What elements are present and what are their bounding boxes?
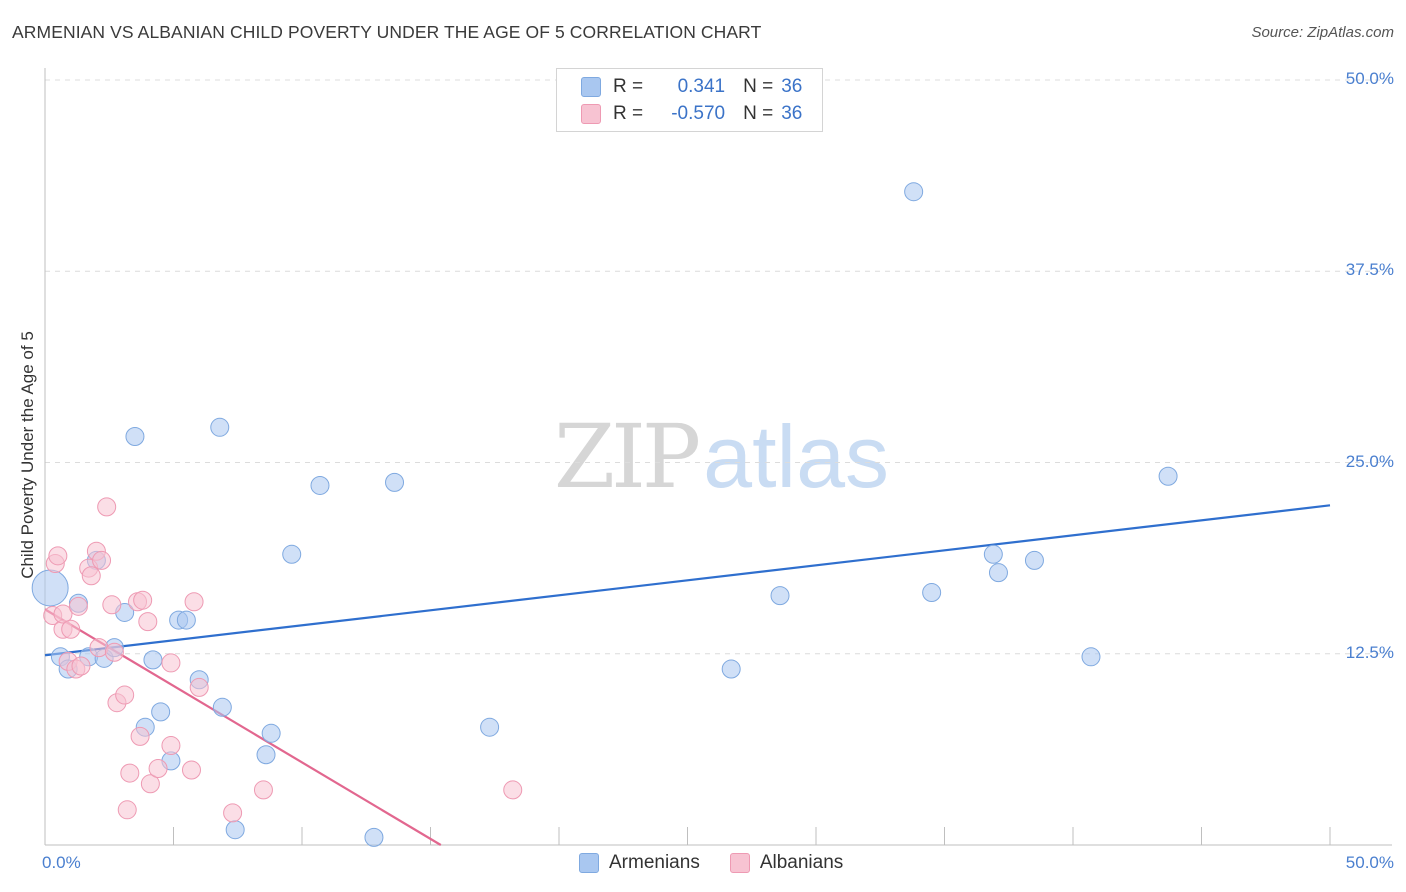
x-tick-label-min: 0.0% — [42, 853, 81, 872]
albanians-point-32 — [189, 677, 209, 697]
armenians-point-15 — [176, 610, 196, 630]
albanians-point-2 — [48, 546, 68, 566]
armenians-point-26 — [480, 717, 500, 737]
albanians-swatch — [581, 104, 601, 124]
y-tick-label-2: 37.5% — [1345, 260, 1394, 280]
n-label: N = — [743, 76, 774, 97]
albanians-point-33 — [223, 803, 243, 823]
armenians-point-21 — [261, 723, 281, 743]
n-label: N = — [743, 103, 774, 124]
armenians-point-28 — [770, 586, 790, 606]
albanians-point-29 — [161, 736, 181, 756]
legend-row-albanians: R = -0.570 N = 36 — [581, 102, 802, 126]
legend-row-armenians: R = 0.341 N = 36 — [581, 75, 802, 99]
watermark-zip: ZIP — [554, 405, 701, 508]
albanians-point-26 — [140, 774, 160, 794]
trend-lines — [44, 504, 1331, 846]
albanians-point-17 — [104, 642, 124, 662]
albanians-point-8 — [68, 596, 88, 616]
r-value-albanians: -0.570 — [671, 103, 726, 124]
armenians-point-22 — [282, 544, 302, 564]
armenians-point-25 — [385, 472, 405, 492]
armenians-swatch — [581, 77, 601, 97]
albanians-point-24 — [133, 590, 153, 610]
albanians-point-21 — [120, 763, 140, 783]
albanians-point-25 — [138, 612, 158, 632]
albanians-point-16 — [102, 595, 122, 615]
albanians-point-20 — [117, 800, 137, 820]
armenians-point-11 — [143, 650, 163, 670]
armenians-point-17 — [210, 417, 230, 437]
armenians-trend-line — [44, 504, 1331, 657]
albanians-point-23 — [130, 726, 150, 746]
x-tick-label-max: 50.0% — [1345, 853, 1394, 872]
gridlines — [45, 79, 1392, 655]
armenians-point-35 — [1158, 466, 1178, 486]
armenians-legend-swatch — [579, 853, 599, 873]
watermark: ZIPatlas — [554, 405, 889, 508]
armenians-point-20 — [256, 745, 276, 765]
albanians-point-14 — [92, 550, 112, 570]
legend-item-armenians[interactable]: Armenians — [579, 852, 700, 874]
albanians-point-11 — [81, 566, 101, 586]
albanians-point-30 — [181, 760, 201, 780]
armenians-point-29 — [904, 182, 924, 202]
armenians-point-24 — [364, 827, 384, 847]
armenians-point-32 — [988, 563, 1008, 583]
albanians-legend-swatch — [729, 853, 750, 873]
albanians-point-9 — [71, 656, 91, 676]
armenians-point-18 — [212, 697, 232, 717]
armenians-point-34 — [1081, 647, 1101, 667]
y-tick-label-0: 12.5% — [1345, 642, 1394, 662]
armenians-point-30 — [922, 583, 942, 603]
chart-title: ARMENIAN VS ALBANIAN CHILD POVERTY UNDER… — [12, 22, 762, 42]
armenians-point-31 — [983, 544, 1003, 564]
r-label: R = — [613, 103, 644, 124]
watermark-atlas: atlas — [703, 407, 890, 506]
armenians-point-12 — [151, 702, 171, 722]
correlation-legend: R = 0.341 N = 36 R = -0.570 N = 36 — [556, 68, 823, 132]
armenians-point-19 — [225, 820, 245, 840]
series-legend: Armenians Albanians — [579, 852, 873, 874]
legend-label-albanians: Albanians — [759, 852, 844, 873]
albanians-point-28 — [161, 653, 181, 673]
albanians-point-4 — [53, 604, 73, 624]
albanians-point-34 — [253, 780, 273, 800]
data-points — [31, 182, 1178, 847]
n-value-armenians: 36 — [781, 76, 803, 97]
albanians-point-27 — [148, 759, 168, 778]
legend-label-armenians: Armenians — [609, 852, 700, 873]
albanians-point-31 — [184, 592, 204, 612]
legend-item-albanians[interactable]: Albanians — [729, 852, 844, 874]
albanians-point-15 — [97, 497, 117, 517]
albanians-point-35 — [503, 780, 523, 800]
albanians-point-6 — [61, 619, 81, 639]
armenians-point-9 — [125, 426, 145, 446]
axes — [44, 68, 1392, 846]
source-label[interactable]: Source: ZipAtlas.com — [1251, 24, 1394, 41]
r-value-armenians: 0.341 — [677, 76, 726, 97]
r-label: R = — [613, 76, 644, 97]
y-tick-label-1: 25.0% — [1345, 451, 1394, 471]
n-value-albanians: 36 — [781, 103, 803, 124]
armenians-point-27 — [721, 659, 741, 679]
y-axis-label: Child Poverty Under the Age of 5 — [18, 331, 37, 579]
armenians-point-33 — [1024, 550, 1044, 570]
armenians-point-23 — [310, 475, 330, 495]
y-tick-label-3: 50.0% — [1345, 69, 1394, 88]
albanians-point-19 — [115, 685, 135, 705]
